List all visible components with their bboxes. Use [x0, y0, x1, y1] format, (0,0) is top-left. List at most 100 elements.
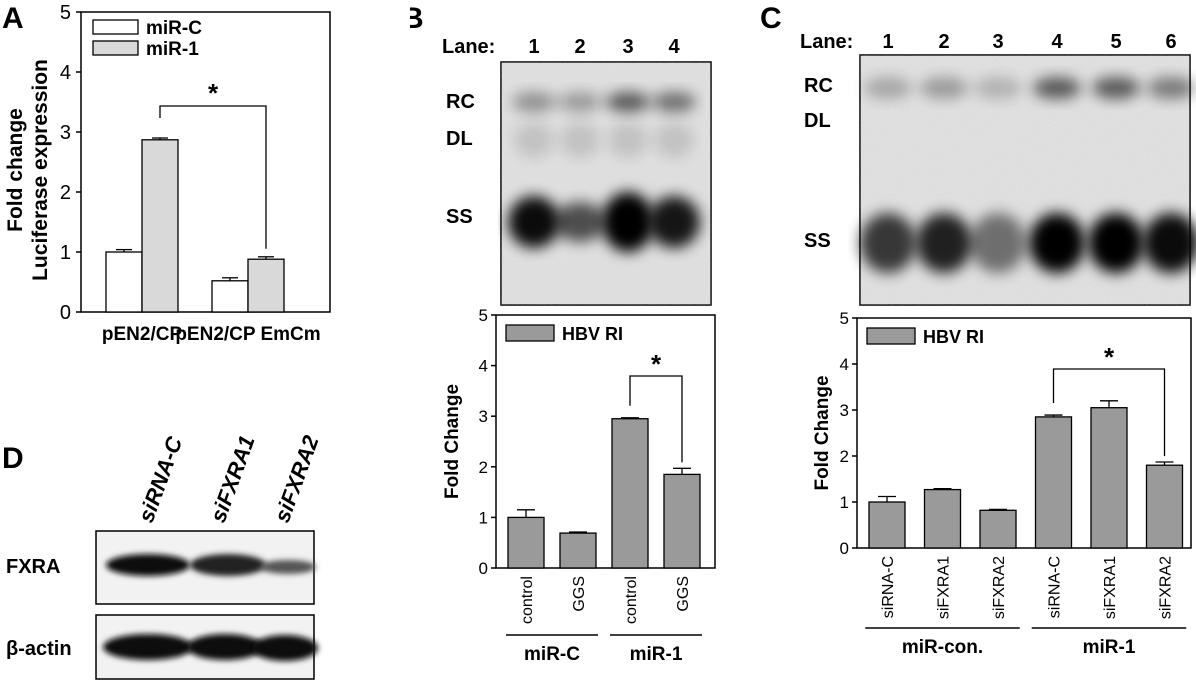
panel-c-gel-band-ss: [1143, 213, 1196, 273]
panel-d-letter: D: [2, 442, 24, 475]
panel-d-blot-fxra: [95, 530, 316, 605]
panel-b-gel-band-ss: [508, 196, 560, 248]
panel-c-band-rc: RC: [804, 75, 833, 97]
panel-c-bar: [1145, 464, 1184, 549]
panel-b-band-dl: DL: [446, 128, 473, 150]
panel-c-xtick-label: siRNA-C: [880, 556, 897, 618]
panel-c-xtick-label: siRNA-C: [1047, 556, 1064, 618]
panel-c-plot-frame: [856, 317, 1192, 549]
panel-c-legend-swatch: [866, 327, 916, 345]
panel-c-lane-number: 2: [938, 31, 949, 53]
panel-b-gel-band-ss: [602, 192, 654, 252]
panel-c-xtick-label: siFXRA1: [1102, 556, 1119, 619]
panel-c-gel: [859, 54, 1196, 306]
panel-c-ytick-label: 1: [840, 493, 849, 512]
panel-b-ytick-label: 5: [479, 306, 488, 325]
panel-c-group-label: miR-con.: [902, 637, 983, 658]
panel-c-ytick-label: 4: [840, 355, 849, 374]
panel-a-bar: [105, 251, 143, 313]
panel-b-gel-band-rc: [652, 92, 696, 112]
panel-c-lane-label: Lane:: [800, 31, 853, 53]
panel-c-xtick-label: siFXRA2: [1158, 556, 1175, 619]
panel-c-lane-number: 3: [992, 31, 1003, 53]
panel-c-group-label: miR-1: [1083, 637, 1136, 658]
panel-b-chart: 0 1 2 3 4 5 Fold Change control GGS control GGS miR…: [442, 306, 716, 665]
panel-a-letter: A: [2, 2, 24, 35]
panel-a-ytick-label: 4: [60, 62, 71, 84]
panel-b-significance-bracket: [629, 375, 683, 463]
panel-c-ylabel: Fold Change: [812, 375, 833, 490]
panel-c-lane-number: 4: [1051, 31, 1063, 53]
panel-c-bar: [1034, 416, 1073, 549]
panel-c-ytick-label: 5: [840, 309, 849, 328]
panel-b: B Lane: 1 2 3 4 RC DL SS 0 1 2 3 4 5 Fold Change c…: [402, 0, 740, 683]
panel-b-xtick-label: control: [623, 576, 640, 624]
panel-b-plot-frame: [495, 314, 716, 569]
panel-d-lane-label: siFXRA2: [269, 431, 324, 525]
panel-c-bar: [923, 488, 962, 549]
panel-c-band-dl: DL: [804, 110, 831, 132]
panel-c-bar: [979, 509, 1017, 549]
panel-a-ytick-label: 0: [60, 302, 71, 324]
panel-b-gel-smear: [608, 122, 648, 158]
panel-c-bar: [868, 501, 906, 549]
panel-c-gel-band-ss: [1029, 213, 1085, 273]
panel-b-legend-label: HBV RI: [562, 324, 623, 344]
panel-a-legend-label: miR-C: [146, 18, 202, 39]
panel-a-ylabel-line2: Luciferase expression: [29, 59, 52, 281]
panel-b-band-ss: SS: [446, 206, 473, 228]
panel-b-lane-number: 2: [574, 36, 585, 58]
panel-c-ytick-label: 3: [840, 401, 849, 420]
panel-c-gel-band-rc: [974, 77, 1022, 99]
panel-c-gel-band-rc: [920, 77, 968, 99]
panel-a-bar: [247, 258, 285, 313]
panel-b-group-label: miR-1: [630, 644, 683, 665]
panel-b-xtick-label: control: [519, 576, 536, 624]
panel-b-ytick-label: 2: [479, 458, 488, 477]
panel-a-plot-frame: [80, 11, 331, 313]
panel-d-figure: D siRNA-C siFXRA1 siFXRA2 FXRA β-actin: [2, 431, 324, 680]
panel-b-lane-number: 4: [668, 36, 680, 58]
panel-c-gel-band-ss: [1088, 213, 1144, 273]
panel-b-bar: [663, 473, 701, 569]
panel-c-ytick-label: 2: [840, 447, 849, 466]
panel-c-figure: C Lane: 1 2 3 4 5 6 RC DL SS 0 1 2 3 4 5 Fold Chang…: [760, 2, 1196, 658]
panel-a-ylabel-line1: Fold change: [4, 108, 27, 232]
panel-b-gel-smear: [560, 122, 600, 158]
panel-c-lane-number: 5: [1110, 31, 1121, 53]
panel-d-lane-label: siFXRA1: [205, 432, 259, 526]
panel-b-significance-star: *: [651, 349, 662, 379]
panel-c-lane-number: 1: [882, 31, 893, 53]
panel-b-ytick-label: 0: [479, 559, 488, 578]
panel-a-ytick-label: 5: [60, 2, 71, 24]
panel-a-xtick-label: pEN2/CP EmCm: [175, 324, 320, 345]
panel-b-ytick-label: 3: [479, 407, 488, 426]
panel-a-bar: [141, 139, 179, 313]
panel-c-band-ss: SS: [804, 230, 831, 252]
panel-b-ylabel: Fold Change: [442, 384, 463, 499]
panel-b-xtick-label: GGS: [571, 576, 588, 612]
panel-a-legend-label: miR-1: [146, 39, 199, 60]
panel-c-gel-band-ss: [970, 213, 1026, 273]
panel-a-significance-bracket: [159, 105, 267, 249]
panel-d-lane-labels: siRNA-C siFXRA1 siFXRA2: [133, 431, 324, 525]
panel-b-letter: B: [410, 2, 424, 35]
panel-b-xtick-label: GGS: [675, 576, 692, 612]
panel-d-row-actin: β-actin: [6, 638, 72, 660]
panel-c-significance-bracket: [1052, 368, 1166, 456]
panel-b-gel-band-rc: [606, 92, 650, 112]
panel-b-lane-number: 1: [528, 36, 539, 58]
panel-a-ytick-label: 2: [60, 182, 71, 204]
panel-a-significance-star: *: [208, 78, 219, 108]
panel-c: C Lane: 1 2 3 4 5 6 RC DL SS 0 1 2 3 4 5 Fold Chang…: [750, 0, 1196, 683]
panel-b-ytick-label: 4: [479, 357, 488, 376]
panel-b-gel-band-ss: [648, 196, 700, 248]
panel-b-group-label: miR-C: [524, 644, 580, 665]
panel-c-significance-star: *: [1104, 342, 1115, 372]
panel-b-bar: [507, 516, 545, 569]
panel-b-bar: [611, 418, 649, 569]
panel-b-lane-label: Lane:: [442, 36, 495, 58]
panel-c-gel-band-rc: [1033, 77, 1081, 99]
panel-c-gel-band-rc: [1147, 77, 1195, 99]
panel-a-ytick-label: 1: [60, 242, 71, 264]
